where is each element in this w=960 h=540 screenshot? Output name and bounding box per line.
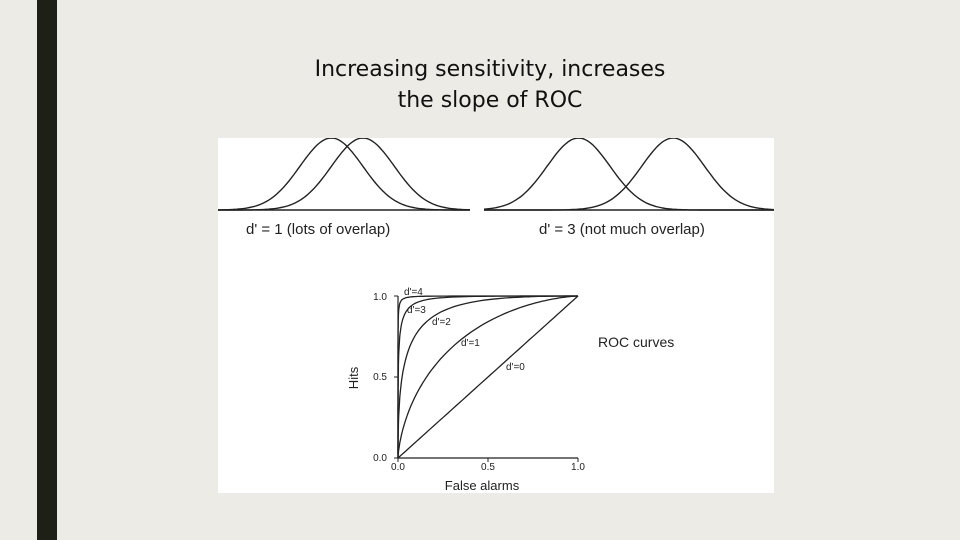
roc-curve-label: d'=1: [461, 338, 480, 349]
distribution-panel-dprime-3: d' = 3 (not much overlap): [483, 138, 774, 238]
slide-title: Increasing sensitivity, increases the sl…: [280, 54, 700, 116]
roc-curve-label: d'=4: [404, 287, 423, 298]
accent-bar: [37, 0, 57, 540]
roc-plot: 0.0 0.5 1.0 0.0 0.5 1.0 False alarms Hit…: [346, 287, 674, 493]
roc-x-axis-label: False alarms: [445, 478, 520, 493]
dist1-signal-curve: [218, 138, 471, 211]
slide-title-line-2: the slope of ROC: [397, 88, 583, 113]
dist1-caption: d' = 1 (lots of overlap): [246, 221, 390, 238]
roc-y-tick-label: 0.0: [373, 453, 387, 464]
dist2-signal-curve: [484, 138, 774, 211]
roc-x-tick-label: 0.0: [391, 462, 405, 473]
roc-ticks: [394, 295, 579, 462]
roc-curve-4: [397, 295, 579, 459]
slide-title-line-1: Increasing sensitivity, increases: [314, 57, 666, 82]
dist1-noise-curve: [218, 138, 470, 211]
distribution-panel-dprime-1: d' = 1 (lots of overlap): [218, 138, 471, 238]
roc-x-tick-label: 0.5: [481, 462, 495, 473]
roc-x-tick-label: 1.0: [571, 462, 585, 473]
roc-curve-3: [397, 295, 578, 458]
dist2-caption: d' = 3 (not much overlap): [539, 221, 705, 238]
dist2-noise-curve: [483, 138, 774, 211]
roc-curves: [397, 295, 579, 459]
roc-curve-label: d'=3: [407, 305, 426, 316]
figure-svg: d' = 1 (lots of overlap) d' = 3 (not muc…: [218, 138, 774, 493]
roc-side-label: ROC curves: [598, 334, 674, 350]
roc-y-axis-label: Hits: [346, 366, 361, 389]
roc-y-tick-label: 0.5: [373, 372, 387, 383]
roc-curve-label: d'=0: [506, 362, 525, 373]
roc-curve-label: d'=2: [432, 317, 451, 328]
roc-y-tick-label: 1.0: [373, 292, 387, 303]
figure-panel: d' = 1 (lots of overlap) d' = 3 (not muc…: [218, 138, 774, 493]
